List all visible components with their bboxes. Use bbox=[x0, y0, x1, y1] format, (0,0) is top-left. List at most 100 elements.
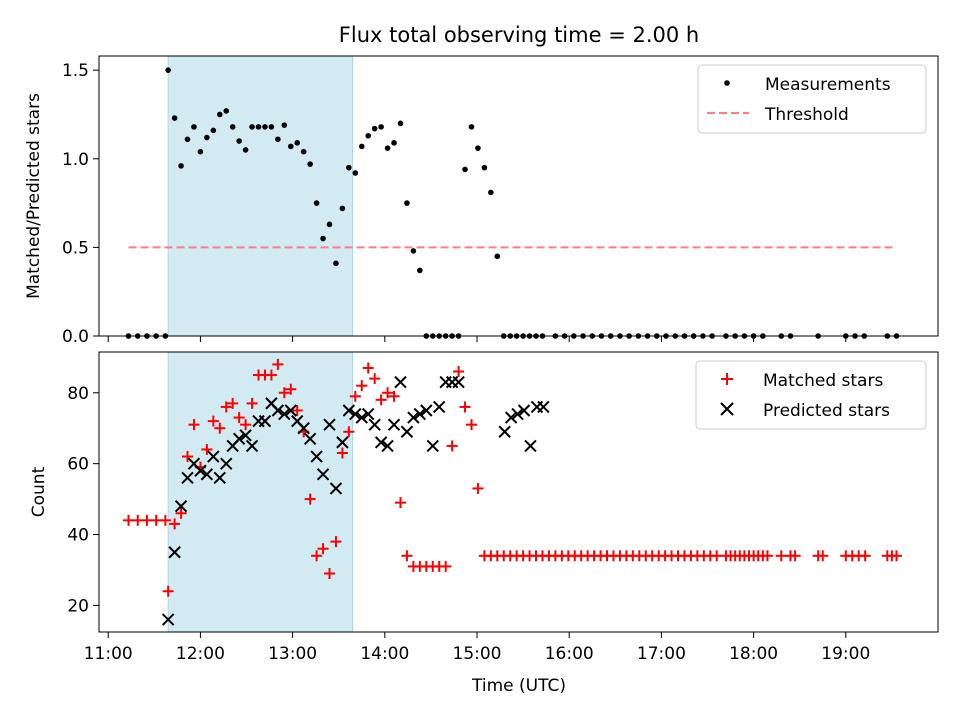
predicted-star-point bbox=[232, 432, 246, 446]
matched-star-point bbox=[207, 415, 219, 427]
predicted-star-point bbox=[200, 468, 214, 481]
matched-star-point bbox=[220, 401, 232, 413]
matched-star-point bbox=[349, 390, 361, 402]
measurement-point bbox=[281, 122, 288, 128]
matched-star-point bbox=[291, 404, 303, 416]
measurement-point bbox=[481, 164, 488, 171]
measurement-point bbox=[346, 164, 352, 171]
predicted-star-point bbox=[420, 404, 433, 417]
predicted-star-point bbox=[168, 546, 181, 559]
predicted-star-point bbox=[174, 499, 188, 513]
matched-star-point bbox=[343, 426, 355, 438]
matched-star-point bbox=[227, 397, 239, 409]
matched-star-point bbox=[201, 443, 213, 455]
measurement-point bbox=[326, 221, 333, 228]
matched-star-point bbox=[446, 440, 458, 452]
measurement-point bbox=[191, 124, 197, 130]
measurement-point bbox=[165, 67, 171, 73]
chart-title: Flux total observing time = 2.00 h bbox=[339, 23, 699, 47]
bottom-ytick-label: 20 bbox=[67, 596, 89, 616]
matched-star-point bbox=[162, 585, 174, 597]
matched-star-point bbox=[272, 358, 284, 370]
xtick-label: 16:00 bbox=[545, 644, 594, 664]
predicted-star-point bbox=[381, 439, 394, 453]
measurement-point bbox=[300, 148, 307, 155]
matched-star-point bbox=[240, 419, 252, 431]
predicted-star-point bbox=[413, 407, 427, 421]
predicted-star-point bbox=[400, 425, 414, 438]
measurement-point bbox=[313, 200, 320, 206]
predicted-star-point bbox=[426, 439, 439, 453]
legend-threshold-label: Threshold bbox=[764, 105, 849, 125]
matched-star-point bbox=[891, 550, 903, 562]
measurement-point bbox=[371, 125, 378, 132]
matched-star-point bbox=[304, 493, 316, 505]
predicted-star-point bbox=[342, 404, 356, 417]
legend-measurements-marker bbox=[724, 80, 730, 86]
matched-star-point bbox=[789, 550, 801, 562]
top-ytick-label: 0.0 bbox=[62, 327, 89, 347]
matched-star-point bbox=[323, 568, 335, 580]
matched-star-point bbox=[336, 447, 348, 459]
predicted-star-point bbox=[284, 404, 297, 417]
matched-star-point bbox=[246, 397, 258, 409]
measurement-point bbox=[333, 260, 339, 267]
measurement-point bbox=[488, 189, 494, 196]
xtick-label: 18:00 bbox=[729, 644, 778, 664]
predicted-star-point bbox=[323, 418, 336, 431]
bottom-plot-frame bbox=[98, 351, 939, 633]
matched-star-point bbox=[214, 422, 226, 434]
top-y-axis-label: Matched/Predicted stars bbox=[24, 93, 44, 299]
predicted-star-point bbox=[278, 407, 291, 421]
predicted-star-point bbox=[511, 407, 524, 421]
measurement-point bbox=[204, 134, 210, 141]
matched-star-point bbox=[233, 412, 245, 424]
matched-star-point bbox=[265, 369, 277, 381]
bottom-shaded-interval bbox=[167, 351, 354, 633]
measurement-point bbox=[404, 200, 410, 206]
matched-star-point bbox=[141, 514, 153, 526]
top-ytick-label: 1.5 bbox=[62, 61, 89, 81]
matched-star-point bbox=[362, 362, 374, 374]
predicted-star-point bbox=[336, 436, 349, 449]
measurement-point bbox=[294, 140, 301, 146]
xtick-label: 14:00 bbox=[360, 644, 409, 664]
predicted-star-point bbox=[303, 432, 317, 446]
predicted-star-point bbox=[258, 414, 272, 428]
predicted-star-point bbox=[368, 418, 381, 431]
matched-star-point bbox=[440, 560, 452, 572]
measurement-point bbox=[410, 248, 417, 254]
matched-star-point bbox=[278, 387, 290, 399]
measurement-point bbox=[397, 120, 404, 127]
matched-star-point bbox=[182, 451, 194, 463]
measurement-point bbox=[197, 148, 204, 155]
matched-star-point bbox=[330, 536, 342, 548]
measurement-point bbox=[171, 115, 178, 121]
bottom-panel: 20 40 60 80 11:00 12:00 13:00 14:00 15:00 16:00 1… bbox=[29, 351, 939, 696]
bottom-ytick-label: 60 bbox=[67, 455, 89, 475]
matched-star-point bbox=[159, 514, 171, 526]
top-legend: Measurements Threshold bbox=[697, 64, 927, 134]
top-panel: 0.0 0.5 1.0 1.5 Matched/Predicted stars Mea… bbox=[24, 55, 939, 347]
predicted-star-point bbox=[537, 400, 550, 414]
xtick-label: 17:00 bbox=[637, 644, 686, 664]
xtick-label: 11:00 bbox=[84, 644, 133, 664]
measurement-point bbox=[339, 205, 346, 212]
measurement-point bbox=[268, 124, 275, 130]
predicted-star-point bbox=[213, 471, 226, 485]
measurement-point bbox=[275, 136, 281, 143]
measurement-point bbox=[262, 124, 268, 130]
top-ytick-label: 0.5 bbox=[62, 238, 89, 258]
predicted-star-point bbox=[362, 407, 375, 421]
measurement-point bbox=[255, 124, 262, 130]
measurement-point bbox=[242, 147, 249, 153]
matched-star-point bbox=[285, 383, 297, 395]
predicted-star-point bbox=[355, 411, 368, 424]
matched-star-point bbox=[356, 380, 368, 392]
predicted-star-point bbox=[161, 613, 175, 626]
predicted-star-point bbox=[524, 439, 537, 453]
matched-star-point bbox=[369, 373, 381, 385]
predicted-star-point bbox=[349, 407, 362, 421]
measurement-point bbox=[236, 138, 242, 144]
